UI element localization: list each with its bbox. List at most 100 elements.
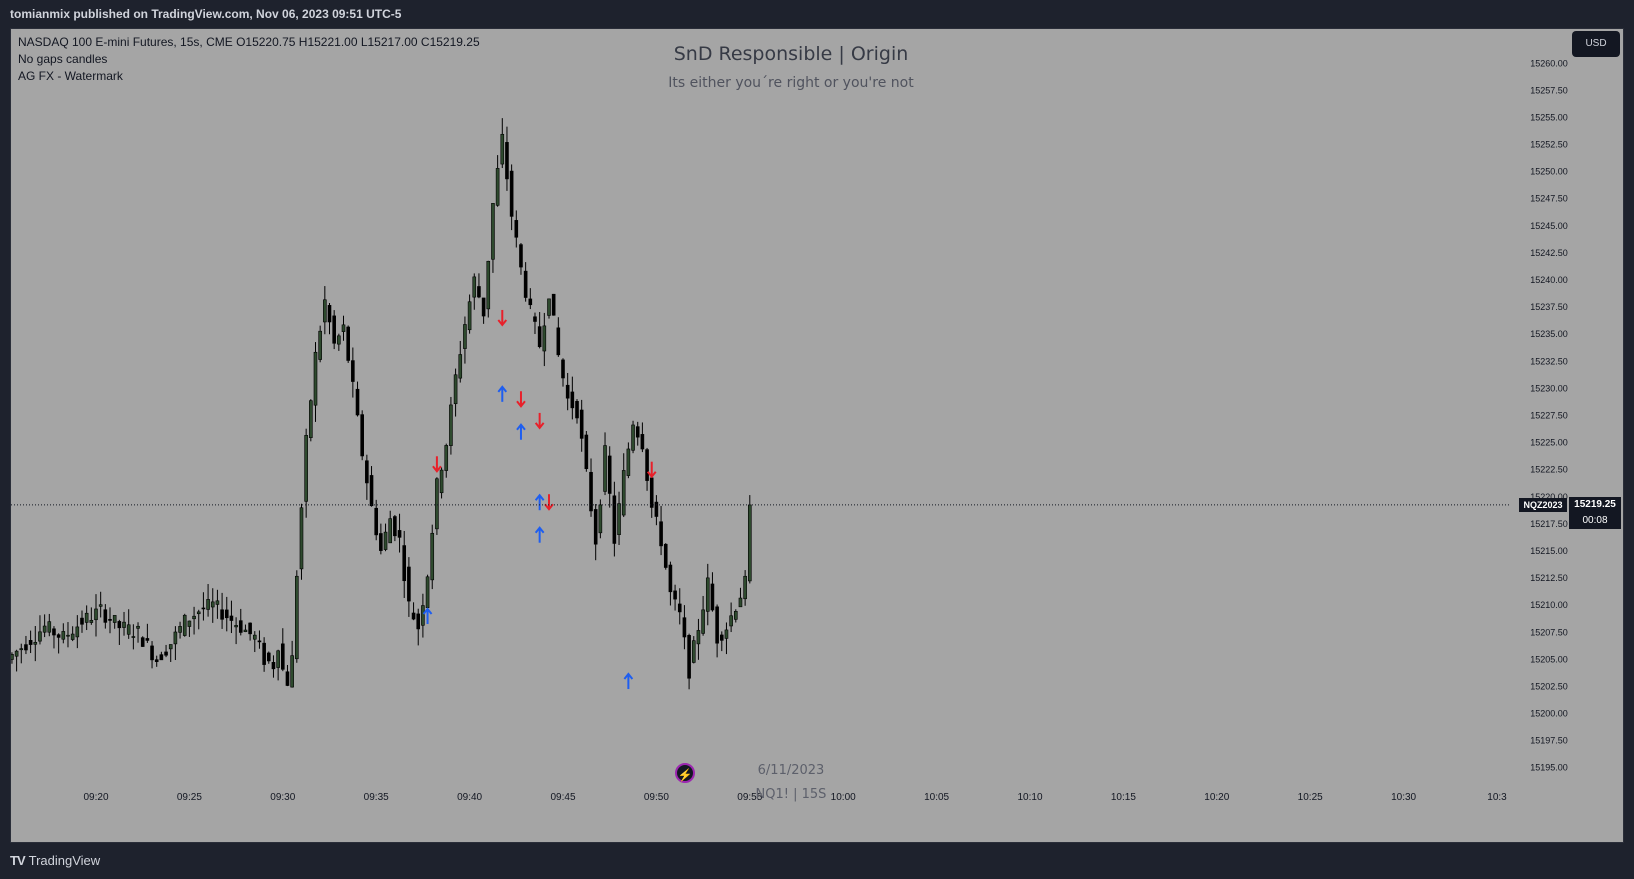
time-tick-label: 09:55	[737, 792, 762, 803]
candle-body	[579, 409, 584, 439]
candle-body	[365, 460, 369, 484]
candle-body	[533, 316, 537, 322]
symbol-ohlc-line[interactable]: NASDAQ 100 E-mini Futures, 15s, CME O152…	[18, 35, 480, 49]
time-tick-label: 09:45	[550, 792, 575, 803]
footer-brand[interactable]: TradingView	[28, 853, 101, 868]
candle-body	[584, 434, 589, 470]
candle-body	[276, 650, 280, 668]
candle-body	[486, 260, 491, 310]
lightning-icon[interactable]: ⚡	[675, 763, 695, 783]
time-tick-label: 09:50	[644, 792, 669, 803]
candle-body	[393, 516, 397, 537]
candle-body	[257, 640, 262, 643]
candle-body	[173, 631, 178, 645]
price-tick-label: 15255.00	[1530, 112, 1568, 122]
price-tick-label: 15197.50	[1530, 736, 1568, 746]
price-tick-label: 15245.00	[1530, 221, 1568, 231]
candle-body	[425, 576, 430, 608]
price-tick-label: 15200.00	[1530, 709, 1568, 719]
candle-body	[682, 617, 687, 638]
candle-body	[182, 614, 187, 636]
candle-body	[89, 619, 94, 623]
candle-body	[117, 621, 122, 629]
indicator-watermark[interactable]: AG FX - Watermark	[18, 69, 123, 83]
candle-body	[388, 518, 393, 544]
candle-body	[729, 615, 733, 627]
candle-body	[701, 609, 705, 634]
candle-body	[201, 607, 206, 610]
candle-body	[640, 434, 645, 450]
price-tick-label: 15237.50	[1530, 302, 1568, 312]
candle-body	[52, 628, 56, 636]
watermark-date: 6/11/2023	[757, 763, 825, 778]
price-tick-label: 15260.00	[1530, 58, 1568, 68]
candle-body	[112, 615, 117, 623]
price-tick-label: 15205.00	[1530, 654, 1568, 664]
indicator-no-gaps[interactable]: No gaps candles	[18, 52, 108, 66]
candle-body	[491, 203, 495, 260]
time-tick-label: 10:05	[924, 792, 949, 803]
candle-body	[224, 609, 229, 619]
candle-body	[164, 651, 168, 656]
candle-body	[463, 324, 467, 349]
time-tick-label: 10:30	[1391, 792, 1416, 803]
candle-body	[309, 400, 313, 438]
candle-body	[645, 449, 649, 481]
candle-body	[210, 601, 215, 608]
candle-body	[252, 634, 257, 640]
candle-body	[332, 315, 336, 344]
candle-body	[467, 301, 472, 331]
arrow-down-icon	[516, 391, 526, 408]
candle-body	[304, 435, 308, 502]
candle-body	[565, 384, 570, 399]
candle-body	[341, 324, 346, 332]
candle-body	[430, 532, 435, 581]
candle-body	[238, 620, 243, 633]
watermark-subtitle: Its either you´re right or you're not	[668, 75, 914, 91]
candle-body	[351, 360, 355, 382]
candle-body	[705, 577, 710, 612]
candle-body	[346, 326, 350, 361]
candle-body	[290, 655, 294, 688]
candle-body	[453, 374, 458, 405]
price-tick-label: 15207.50	[1530, 627, 1568, 637]
price-chart[interactable]: 15260.00 15257.50 15255.00 15252.50 15250.00…	[11, 29, 1624, 843]
watermark-symbol: NQ1! | 15S	[755, 787, 827, 802]
candle-body	[271, 662, 276, 670]
candle-body	[477, 286, 481, 298]
price-tick-label: 15212.50	[1530, 573, 1568, 583]
symbol-price-label: NQZ2023	[1519, 497, 1567, 512]
candle-body	[603, 445, 607, 492]
candle-body	[449, 404, 453, 446]
time-tick-label: 10:15	[1111, 792, 1136, 803]
candle-body	[323, 299, 327, 323]
footer: TV TradingView	[0, 843, 1634, 879]
candle-body	[337, 335, 341, 345]
price-tick-label: 15257.50	[1530, 85, 1568, 95]
candle-body	[150, 645, 154, 661]
candle-body	[280, 643, 285, 670]
candle-body	[80, 617, 84, 625]
candle-body	[407, 566, 411, 602]
candle-body	[108, 618, 112, 621]
candle-body	[295, 575, 299, 660]
candle-body	[691, 640, 696, 663]
candle-body	[94, 608, 98, 621]
tradingview-logo-icon[interactable]: TV	[10, 853, 26, 868]
candle-body	[626, 448, 631, 476]
candle-body	[668, 564, 673, 593]
candle-body	[458, 354, 463, 379]
chart-pane[interactable]: 15260.00 15257.50 15255.00 15252.50 15250.00…	[10, 28, 1624, 843]
candle-body	[561, 359, 565, 379]
price-tick-label: 15242.50	[1530, 248, 1568, 258]
currency-button[interactable]: USD	[1572, 31, 1620, 57]
arrow-up-icon	[422, 607, 433, 625]
candle-body	[575, 401, 579, 419]
candle-body	[318, 330, 322, 360]
candle-body	[402, 545, 407, 582]
candle-body	[243, 629, 248, 633]
candle-body	[509, 170, 514, 217]
price-tick-label: 15235.00	[1530, 329, 1568, 339]
candle-body	[472, 276, 477, 298]
price-tick-label: 15202.50	[1530, 681, 1568, 691]
